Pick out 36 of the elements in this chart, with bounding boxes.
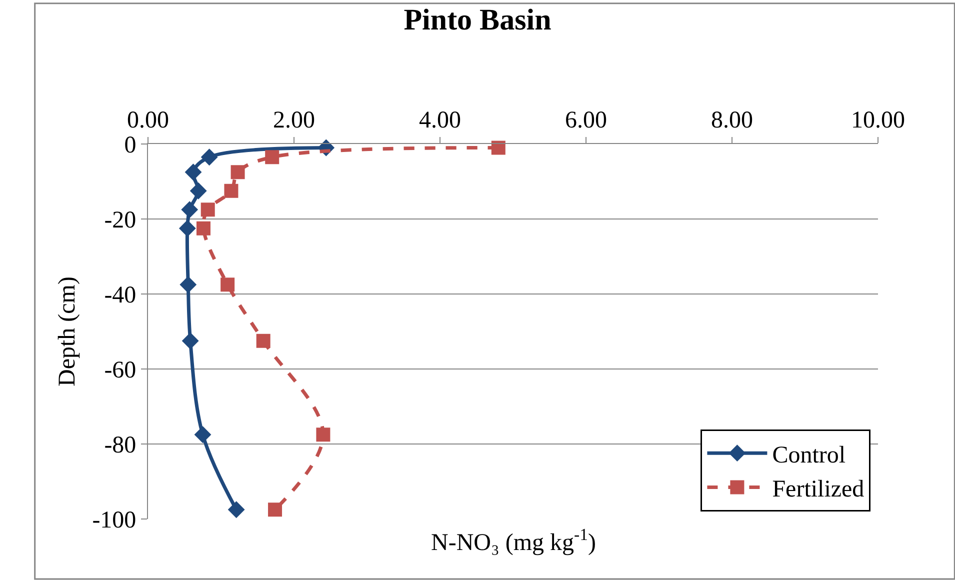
- y-tick-label: -40: [104, 282, 136, 308]
- x-tick-label: 0.00: [127, 107, 169, 134]
- y-tick-label: -20: [104, 207, 136, 234]
- point: [268, 502, 282, 517]
- point: [182, 332, 199, 350]
- point: [190, 182, 207, 200]
- point: [224, 184, 238, 198]
- point: [194, 426, 212, 444]
- point: [220, 278, 235, 292]
- x-tick-label: 8.00: [711, 107, 753, 134]
- point: [200, 148, 218, 166]
- point: [181, 201, 198, 218]
- y-tick-label: 0: [124, 132, 136, 158]
- legend-label: Fertilized: [772, 476, 864, 503]
- chart-title: Pinto Basin: [404, 4, 552, 37]
- legend-label: Control: [772, 442, 846, 468]
- point: [228, 501, 245, 518]
- y-axis-title: Depth (cm): [54, 276, 80, 386]
- x-tick-label: 6.00: [565, 107, 607, 134]
- y-tick-label: -60: [104, 357, 136, 384]
- x-axis-title: N-NO₃ (mg kg$^{-1}$): [431, 525, 596, 556]
- point: [256, 334, 270, 348]
- point: [180, 276, 197, 294]
- x-tick-label: 4.00: [419, 107, 461, 134]
- y-tick-label: -80: [104, 432, 136, 458]
- x-tick-label: 2.00: [273, 107, 315, 134]
- y-tick-label: -100: [92, 507, 136, 534]
- point: [200, 202, 215, 217]
- point: [196, 221, 210, 236]
- point: [316, 428, 330, 442]
- point: [178, 220, 196, 237]
- x-tick-label: 10.00: [851, 107, 905, 134]
- point: [491, 140, 506, 155]
- point: [184, 164, 202, 181]
- point: [230, 165, 245, 180]
- point: [265, 150, 280, 164]
